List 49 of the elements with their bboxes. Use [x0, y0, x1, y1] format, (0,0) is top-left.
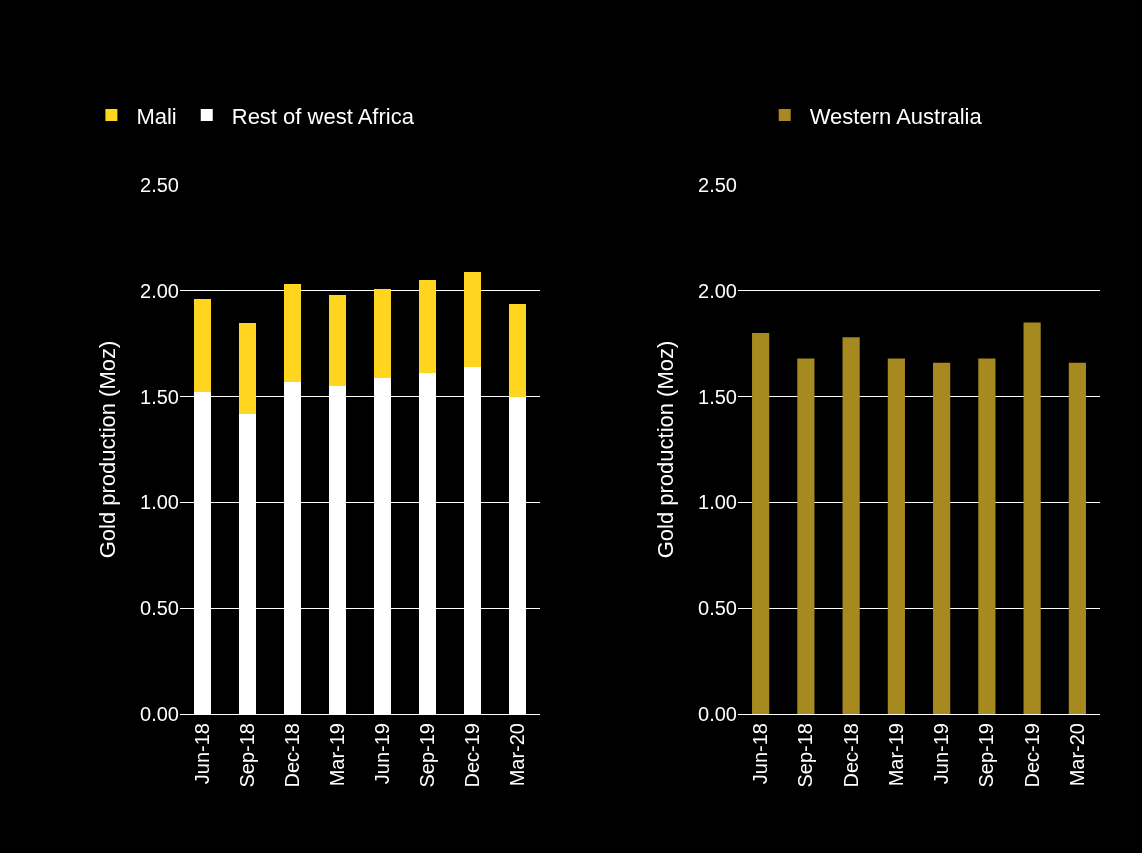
bar: [508, 303, 527, 397]
y-tick-label: 1.50: [698, 385, 737, 408]
y-tick-label: 2.00: [140, 279, 179, 302]
x-tick-label: Sep-18: [236, 723, 258, 788]
bar: [1023, 322, 1041, 714]
y-tick-label: 2.50: [698, 174, 737, 196]
x-tick-label: Dec-19: [1020, 723, 1043, 788]
y-tick-label: 2.50: [140, 174, 179, 196]
x-tick-label: Jun-19: [930, 723, 953, 785]
y-tick-label: 0.00: [140, 703, 179, 725]
legend-label: Mali: [136, 103, 177, 129]
y-tick-label: 2.00: [698, 279, 737, 302]
y-tick-label: 0.00: [698, 703, 737, 725]
x-tick-label: Dec-19: [461, 723, 483, 788]
bar: [1068, 362, 1086, 714]
y-axis-title: Gold production (Moz): [94, 340, 120, 559]
y-axis-title: Gold production (Moz): [652, 340, 678, 559]
x-tick-label: Dec-18: [281, 723, 303, 788]
legend-label: Rest of west Africa: [231, 103, 415, 129]
legend-label: Western Australia: [809, 103, 983, 129]
bar: [418, 280, 437, 374]
bar: [373, 288, 392, 378]
x-tick-label: Mar-19: [884, 723, 907, 787]
bar: [978, 358, 996, 714]
bar: [797, 358, 815, 714]
bar: [283, 284, 302, 382]
x-tick-label: Jun-19: [371, 723, 393, 785]
y-tick-label: 0.50: [140, 597, 179, 620]
x-tick-label: Mar-20: [506, 723, 528, 787]
bar: [328, 295, 347, 387]
y-tick-label: 1.00: [698, 491, 737, 514]
x-tick-label: Sep-19: [416, 723, 438, 788]
x-tick-label: Sep-19: [975, 723, 998, 788]
bar: [463, 271, 482, 367]
y-tick-label: 1.00: [140, 491, 179, 514]
x-tick-label: Jun-18: [191, 723, 213, 785]
bar: [842, 337, 860, 714]
x-tick-label: Mar-20: [1065, 723, 1088, 787]
bar: [193, 299, 212, 393]
x-tick-label: Dec-18: [839, 723, 862, 788]
x-tick-label: Sep-18: [794, 723, 817, 788]
bar: [933, 362, 951, 714]
y-tick-label: 1.50: [140, 385, 179, 408]
x-tick-label: Mar-19: [326, 723, 348, 787]
bar: [752, 333, 770, 714]
bar: [887, 358, 905, 714]
x-tick-label: Jun-18: [749, 723, 772, 785]
y-tick-label: 0.50: [698, 597, 737, 620]
bar: [238, 322, 257, 414]
